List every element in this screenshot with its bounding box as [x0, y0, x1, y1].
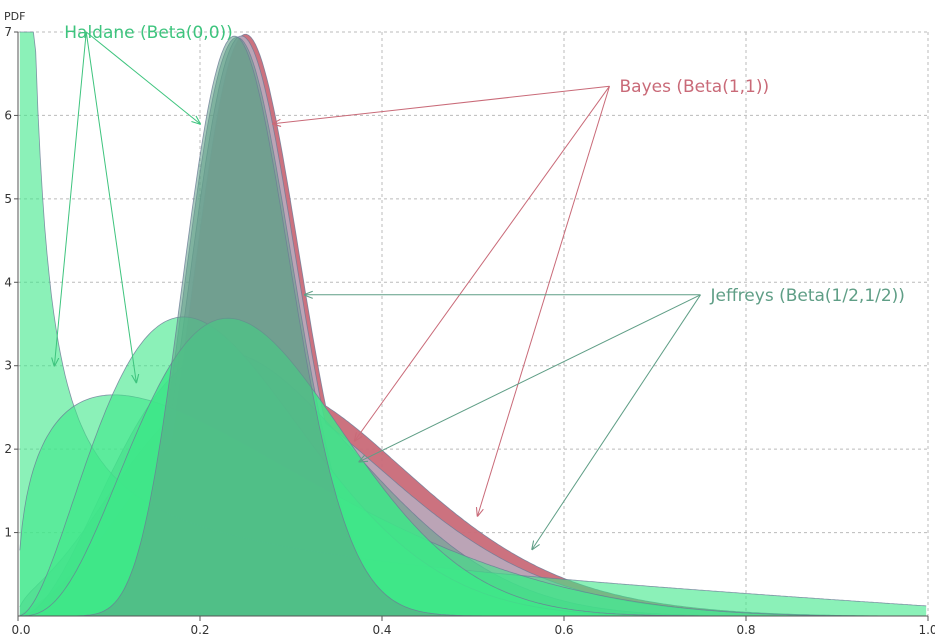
annotation-arrow: [85, 31, 200, 124]
annotation-arrow: [359, 294, 701, 462]
y-tick-label: 7: [4, 25, 12, 39]
annotation-arrow: [478, 86, 610, 516]
annotation-arrow: [85, 31, 136, 382]
jeffreys-area: [19, 36, 927, 617]
tick-labels: 0.0 0.2 0.4 0.6 0.8 1.0 1 2 3 4 5 6 7: [4, 25, 935, 637]
annotation-arrow: [273, 85, 610, 124]
x-tick-label: 0.2: [190, 623, 209, 637]
annotation-label: Bayes (Beta(1,1)): [620, 77, 770, 97]
y-tick-label: 4: [4, 275, 12, 289]
y-tick-label: 1: [4, 526, 12, 540]
annotations: Haldane (Beta(0,0)) Bayes (Beta(1,1)) Jeff…: [54, 23, 905, 549]
y-tick-label: 2: [4, 442, 12, 456]
posterior-curves: [19, 31, 927, 617]
annotation-label: Jeffreys (Beta(1/2,1/2)): [710, 286, 905, 306]
x-tick-label: 0.4: [372, 623, 391, 637]
axes: [17, 32, 928, 617]
x-tick-label: 1.0: [918, 623, 935, 637]
x-tick-label: 0.6: [554, 623, 573, 637]
annotation-label: Haldane (Beta(0,0)): [64, 23, 233, 43]
annotation-arrow: [355, 85, 610, 441]
y-tick-label: 3: [4, 359, 12, 373]
x-tick-label: 0.0: [11, 623, 30, 637]
y-tick-label: 5: [4, 192, 12, 206]
y-tick-label: 6: [4, 108, 12, 122]
annotation-arrow: [54, 31, 87, 366]
annotation-arrow: [532, 294, 701, 549]
y-axis-label: PDF: [4, 10, 25, 23]
x-tick-label: 0.8: [736, 623, 755, 637]
